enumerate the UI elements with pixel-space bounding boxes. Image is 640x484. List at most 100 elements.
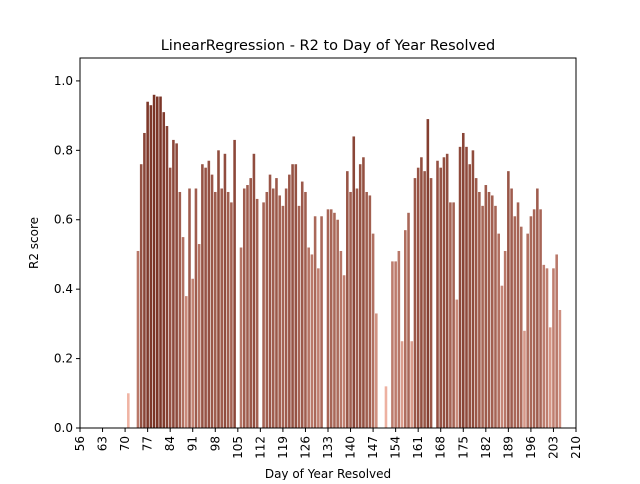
bar <box>265 191 269 428</box>
bar <box>404 230 407 428</box>
x-tick-label: 196 <box>524 436 538 459</box>
bar <box>297 205 301 428</box>
bar <box>300 181 304 428</box>
bar <box>394 261 397 428</box>
bar <box>474 178 478 428</box>
bar <box>262 202 265 428</box>
x-tick-label: 119 <box>276 436 290 459</box>
bar <box>281 205 285 428</box>
bar <box>268 174 272 428</box>
bar <box>407 212 410 428</box>
bar <box>213 191 217 428</box>
bar <box>307 247 310 428</box>
y-tick-label: 0.8 <box>54 143 73 157</box>
x-tick-label: 168 <box>434 436 448 459</box>
bar <box>426 119 430 428</box>
bar <box>139 164 143 428</box>
bar <box>355 188 359 428</box>
x-axis-label: Day of Year Resolved <box>265 467 391 480</box>
bar <box>445 153 449 429</box>
bar <box>159 96 162 428</box>
bar <box>184 296 188 428</box>
bar <box>545 268 549 428</box>
y-tick-label: 0.4 <box>54 282 73 296</box>
bar <box>271 188 275 428</box>
bar <box>365 191 368 428</box>
bar <box>552 268 555 428</box>
bar <box>136 250 140 428</box>
y-tick-label: 0.6 <box>54 213 73 227</box>
bar <box>542 264 546 428</box>
bar <box>384 386 388 428</box>
bar <box>194 188 198 428</box>
bar <box>500 285 504 428</box>
bar <box>449 202 452 428</box>
bar <box>191 278 195 428</box>
x-tick-label: 189 <box>501 436 515 459</box>
x-tick-label: 56 <box>73 436 87 451</box>
bar <box>413 178 417 428</box>
bar <box>326 209 330 428</box>
bar <box>536 188 539 428</box>
bar <box>152 94 156 428</box>
bar <box>233 139 236 428</box>
bar <box>168 167 172 429</box>
x-tick-label: 126 <box>298 436 312 459</box>
x-tick-label: 98 <box>208 436 222 451</box>
bar <box>230 202 233 428</box>
x-tick-label: 133 <box>321 436 335 459</box>
bar <box>172 139 175 428</box>
x-tick-label: 175 <box>456 436 470 459</box>
bar <box>255 198 259 428</box>
bar <box>313 216 317 428</box>
bar <box>481 205 484 428</box>
bar <box>333 212 336 428</box>
bar <box>507 171 510 428</box>
bar <box>497 233 500 428</box>
bar <box>397 250 401 428</box>
bar <box>468 164 472 428</box>
bar <box>516 202 520 428</box>
bar <box>455 299 459 428</box>
bar <box>458 146 462 428</box>
bar <box>510 188 513 428</box>
bar <box>181 237 185 428</box>
bar <box>146 101 149 428</box>
x-tick-label: 77 <box>141 436 155 451</box>
bar <box>275 178 278 428</box>
bar <box>529 216 533 428</box>
x-tick-label: 182 <box>479 436 493 459</box>
bar <box>362 157 365 428</box>
bar <box>291 164 294 428</box>
bar <box>391 261 394 428</box>
plot-frame <box>79 57 577 429</box>
bar <box>149 105 153 429</box>
bar <box>242 188 246 428</box>
bar <box>400 341 404 428</box>
bar <box>484 185 488 428</box>
bar <box>429 178 433 428</box>
bar <box>220 188 224 428</box>
bar <box>204 167 207 429</box>
bar <box>284 188 288 428</box>
bar <box>490 195 494 428</box>
bar <box>127 393 130 428</box>
x-tick-label: 154 <box>389 436 403 459</box>
bar <box>346 171 349 428</box>
bar <box>352 136 356 428</box>
bar <box>320 216 323 428</box>
bar <box>339 250 343 428</box>
bar <box>371 233 375 428</box>
bar <box>368 195 372 428</box>
bar <box>278 195 281 428</box>
bar <box>252 153 256 429</box>
y-tick-label: 0.0 <box>54 421 73 435</box>
x-tick-label: 112 <box>253 436 267 459</box>
bar <box>249 178 252 428</box>
bar <box>539 209 542 428</box>
bar <box>503 250 507 428</box>
bar <box>436 160 439 429</box>
x-tick-label: 70 <box>118 436 132 451</box>
bar <box>494 205 497 428</box>
